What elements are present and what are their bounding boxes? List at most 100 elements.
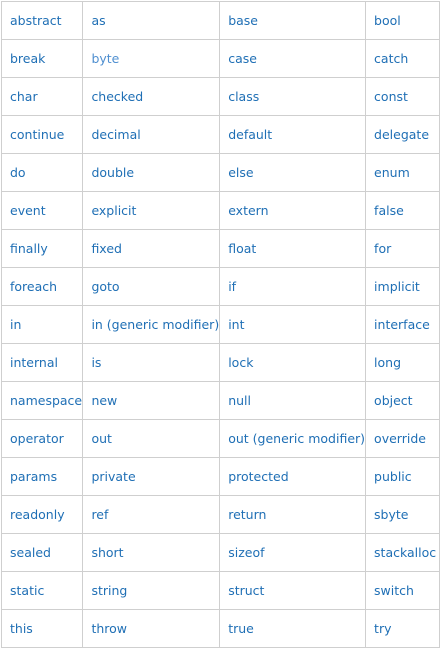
keyword-link[interactable]: enum (374, 165, 410, 180)
keyword-link[interactable]: break (10, 51, 46, 66)
keyword-link[interactable]: this (10, 621, 33, 636)
table-row: operator out out (generic modifier) overrid… (0, 419, 440, 458)
keyword-link[interactable]: stackalloc (374, 545, 437, 560)
keyword-cell: null (219, 381, 367, 420)
keyword-link[interactable]: else (228, 165, 254, 180)
table-row: char checked class const (0, 77, 440, 116)
keyword-link[interactable]: override (374, 431, 426, 446)
keyword-link[interactable]: foreach (10, 279, 58, 294)
table-row: in in (generic modifier) int interface (0, 305, 440, 344)
table-row: abstract as base bool (0, 1, 440, 40)
keyword-link[interactable]: throw (91, 621, 127, 636)
keyword-link[interactable]: default (228, 127, 273, 142)
keyword-cell: break (0, 39, 84, 78)
keyword-link[interactable]: is (91, 355, 102, 370)
keyword-link[interactable]: short (91, 545, 124, 560)
keyword-link[interactable]: catch (374, 51, 409, 66)
keyword-link[interactable]: long (374, 355, 402, 370)
table-row: namespace new null object (0, 381, 440, 420)
keyword-link[interactable]: base (228, 13, 259, 28)
keyword-cell: out (generic modifier) (219, 419, 367, 458)
keyword-link[interactable]: object (374, 393, 413, 408)
keyword-link[interactable]: continue (10, 127, 65, 142)
keyword-link[interactable]: struct (228, 583, 265, 598)
keyword-link[interactable]: goto (91, 279, 120, 294)
keyword-cell: char (0, 77, 84, 116)
keyword-cell: protected (219, 457, 367, 496)
keyword-link[interactable]: protected (228, 469, 289, 484)
keyword-cell: delegate (365, 115, 440, 154)
keyword-link[interactable]: readonly (10, 507, 65, 522)
keyword-cell: struct (219, 571, 367, 610)
keyword-link[interactable]: interface (374, 317, 430, 332)
keyword-link[interactable]: try (374, 621, 392, 636)
keyword-link[interactable]: extern (228, 203, 269, 218)
keyword-link[interactable]: private (91, 469, 136, 484)
keyword-link[interactable]: const (374, 89, 408, 104)
keyword-link[interactable]: float (228, 241, 257, 256)
keyword-link[interactable]: fixed (91, 241, 122, 256)
keyword-link[interactable]: abstract (10, 13, 62, 28)
keyword-link[interactable]: implicit (374, 279, 420, 294)
keyword-cell: namespace (0, 381, 84, 420)
keyword-link[interactable]: class (228, 89, 260, 104)
table-row: static string struct switch (0, 571, 440, 610)
keyword-cell: throw (82, 609, 221, 648)
keyword-link[interactable]: sealed (10, 545, 51, 560)
keyword-link[interactable]: null (228, 393, 251, 408)
keyword-cell: in (generic modifier) (82, 305, 221, 344)
keyword-link[interactable]: switch (374, 583, 414, 598)
keyword-link[interactable]: out (generic modifier) (228, 431, 366, 446)
keyword-link[interactable]: event (10, 203, 46, 218)
keyword-link[interactable]: as (91, 13, 106, 28)
keyword-cell: byte (82, 39, 221, 78)
keyword-cell: float (219, 229, 367, 268)
table-row: continue decimal default delegate (0, 115, 440, 154)
keyword-link[interactable]: int (228, 317, 245, 332)
keyword-link[interactable]: for (374, 241, 392, 256)
keyword-link[interactable]: public (374, 469, 412, 484)
keyword-link[interactable]: lock (228, 355, 254, 370)
keyword-cell: continue (0, 115, 84, 154)
keyword-link[interactable]: double (91, 165, 135, 180)
keyword-cell: for (365, 229, 440, 268)
keyword-cell: double (82, 153, 221, 192)
keyword-link[interactable]: case (228, 51, 257, 66)
keyword-link[interactable]: char (10, 89, 38, 104)
keyword-link[interactable]: if (228, 279, 237, 294)
keyword-link[interactable]: do (10, 165, 26, 180)
table-row: this throw true try (0, 609, 440, 648)
keyword-link[interactable]: string (91, 583, 128, 598)
table-row: sealed short sizeof stackalloc (0, 533, 440, 572)
keyword-cell: class (219, 77, 367, 116)
keyword-link[interactable]: params (10, 469, 58, 484)
keyword-link[interactable]: new (91, 393, 118, 408)
keyword-link[interactable]: internal (10, 355, 58, 370)
keyword-link[interactable]: finally (10, 241, 48, 256)
keyword-link[interactable]: out (91, 431, 112, 446)
table-row: finally fixed float for (0, 229, 440, 268)
keyword-cell: object (365, 381, 440, 420)
keyword-link[interactable]: sbyte (374, 507, 409, 522)
keyword-cell: default (219, 115, 367, 154)
keyword-link[interactable]: byte (91, 51, 120, 66)
keyword-cell: new (82, 381, 221, 420)
keyword-link[interactable]: checked (91, 89, 144, 104)
keyword-cell: sbyte (365, 495, 440, 534)
keyword-link[interactable]: decimal (91, 127, 141, 142)
keyword-link[interactable]: return (228, 507, 267, 522)
keyword-link[interactable]: bool (374, 13, 401, 28)
keyword-link[interactable]: delegate (374, 127, 430, 142)
keyword-link[interactable]: explicit (91, 203, 137, 218)
keyword-link[interactable]: static (10, 583, 45, 598)
keyword-cell: false (365, 191, 440, 230)
keyword-link[interactable]: ref (91, 507, 109, 522)
keyword-link[interactable]: in (10, 317, 22, 332)
keyword-cell: override (365, 419, 440, 458)
keyword-link[interactable]: true (228, 621, 254, 636)
keyword-link[interactable]: operator (10, 431, 64, 446)
keyword-link[interactable]: sizeof (228, 545, 265, 560)
keyword-link[interactable]: in (generic modifier) (91, 317, 220, 332)
keyword-link[interactable]: namespace (10, 393, 83, 408)
keyword-link[interactable]: false (374, 203, 404, 218)
